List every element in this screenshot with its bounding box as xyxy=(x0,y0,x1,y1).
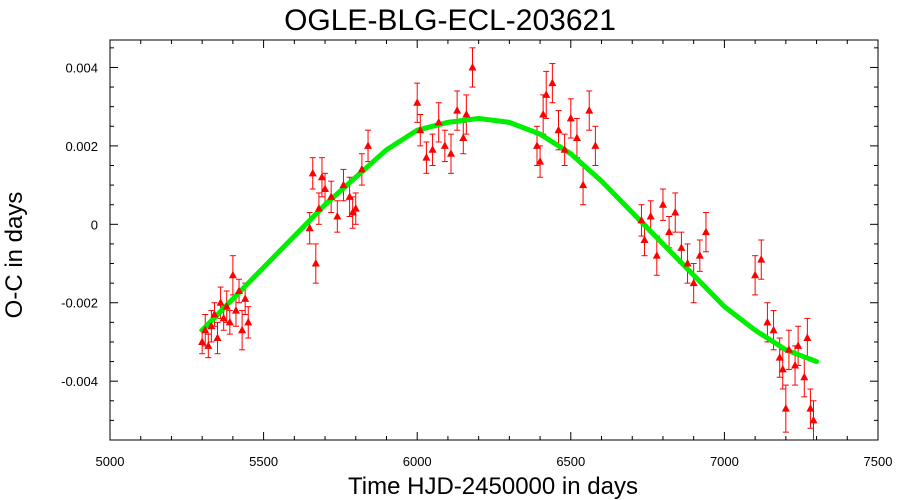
data-point xyxy=(671,208,680,216)
data-point xyxy=(560,145,569,153)
data-point xyxy=(794,341,803,349)
data-point xyxy=(422,153,431,161)
data-point xyxy=(413,98,422,106)
data-point xyxy=(637,215,646,224)
y-axis-label: O-C in days xyxy=(1,192,28,319)
data-point xyxy=(216,298,225,306)
data-point xyxy=(763,317,772,326)
x-tick-label: 5500 xyxy=(249,454,278,469)
data-point xyxy=(757,255,766,263)
data-point xyxy=(244,317,253,326)
y-tick-label: -0.004 xyxy=(61,374,98,389)
data-point xyxy=(228,270,237,279)
data-point xyxy=(348,208,357,216)
axis-ticks: 5000 5500 6000 6500 7000 7500 -0.004 -0.002 0 0.0… xyxy=(61,40,892,469)
data-point xyxy=(327,192,336,200)
data-point xyxy=(468,62,477,71)
data-point xyxy=(775,353,784,361)
data-point xyxy=(333,211,342,220)
data-point xyxy=(428,145,437,153)
plot-frame xyxy=(109,39,879,441)
data-point xyxy=(803,333,812,342)
data-point xyxy=(231,306,240,314)
data-point xyxy=(198,337,207,345)
chart-title: OGLE-BLG-ECL-203621 xyxy=(284,4,616,37)
data-point xyxy=(536,157,545,165)
x-tick-label: 6500 xyxy=(556,454,585,469)
data-point xyxy=(210,310,219,318)
data-point xyxy=(364,141,373,149)
data-point xyxy=(462,110,471,118)
data-point xyxy=(548,78,557,87)
data-point xyxy=(579,180,588,189)
data-point xyxy=(225,317,234,326)
data-point xyxy=(213,333,222,342)
data-point xyxy=(308,168,317,177)
data-point xyxy=(345,192,354,200)
data-point xyxy=(201,325,210,334)
y-tick-label: 0 xyxy=(91,217,98,232)
data-point xyxy=(791,360,800,369)
y-tick-label: 0.004 xyxy=(65,60,98,75)
x-tick-label: 5000 xyxy=(96,454,125,469)
data-point xyxy=(781,404,790,412)
data-point xyxy=(321,184,330,193)
data-point xyxy=(238,325,247,334)
data-point xyxy=(539,110,548,118)
data-point xyxy=(305,223,314,232)
y-tick-label: -0.002 xyxy=(61,296,98,311)
data-point xyxy=(566,113,575,122)
data-point xyxy=(440,141,449,149)
data-point xyxy=(311,259,320,267)
data-point xyxy=(351,204,360,212)
data-point xyxy=(222,302,231,310)
y-tick-label: 0.002 xyxy=(65,139,98,154)
data-point xyxy=(533,141,542,149)
data-point xyxy=(769,325,778,334)
data-point xyxy=(784,345,793,353)
data-point xyxy=(459,133,468,142)
data-point xyxy=(683,259,692,267)
data-point xyxy=(695,251,704,259)
data-point xyxy=(542,90,551,98)
data-point xyxy=(204,341,213,349)
data-point xyxy=(658,200,667,208)
data-point xyxy=(665,227,674,236)
data-point xyxy=(677,243,686,251)
data-point xyxy=(778,364,787,373)
data-point xyxy=(357,164,366,173)
data-point xyxy=(646,211,655,220)
data-point xyxy=(219,313,228,322)
data-point xyxy=(701,227,710,236)
fit-curve xyxy=(199,115,820,365)
data-point xyxy=(591,141,600,149)
data-point xyxy=(554,125,563,134)
x-tick-label: 7500 xyxy=(864,454,893,469)
plot-area xyxy=(198,47,820,441)
data-point xyxy=(339,180,348,189)
data-point xyxy=(689,278,698,287)
data-point xyxy=(434,117,443,126)
data-point xyxy=(652,251,661,259)
data-point xyxy=(809,415,818,424)
x-axis-label: Time HJD-2450000 in days xyxy=(348,473,638,500)
data-point xyxy=(453,106,462,114)
data-point xyxy=(207,321,216,330)
x-tick-label: 7000 xyxy=(710,454,739,469)
data-point xyxy=(806,404,815,412)
data-point xyxy=(640,235,649,243)
data-point xyxy=(317,172,326,181)
data-point xyxy=(416,125,425,134)
data-point xyxy=(446,149,455,157)
data-point xyxy=(572,133,581,142)
x-tick-label: 6000 xyxy=(403,454,432,469)
data-point xyxy=(235,286,244,294)
data-point xyxy=(751,270,760,279)
data-point xyxy=(585,106,594,114)
data-point xyxy=(800,372,809,381)
data-point xyxy=(314,204,323,212)
data-point xyxy=(241,294,250,302)
